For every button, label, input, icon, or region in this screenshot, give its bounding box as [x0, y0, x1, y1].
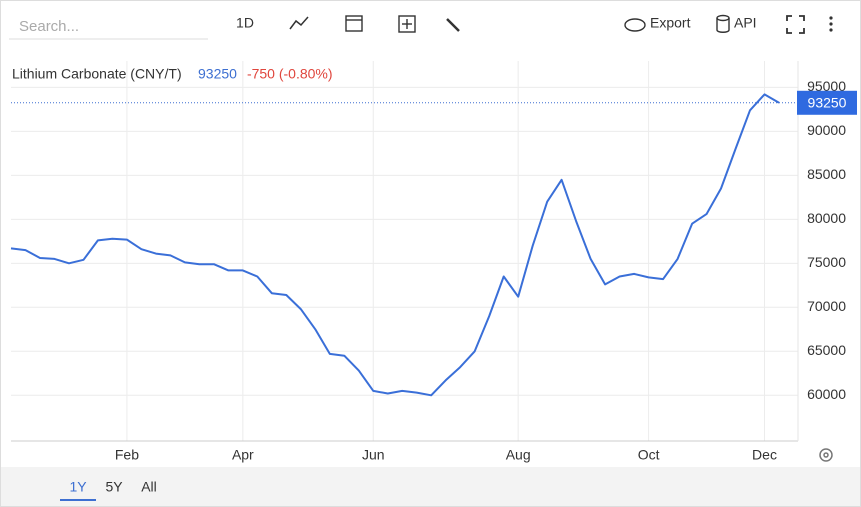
x-tick-label: Dec [752, 447, 777, 463]
export-icon[interactable] [624, 18, 646, 32]
search-input[interactable]: Search... [19, 18, 79, 35]
settings-tool-icon[interactable] [446, 18, 460, 32]
y-tick-label: 95000 [807, 78, 846, 94]
last-price: 93250 [198, 66, 237, 82]
menu-icon[interactable] [829, 16, 833, 32]
range-button[interactable]: All [141, 479, 157, 495]
y-tick-label: 60000 [807, 386, 846, 402]
x-tick-label: Jun [362, 447, 385, 463]
x-tick-label: Apr [232, 447, 254, 463]
y-tick-label: 75000 [807, 254, 846, 270]
y-tick-label: 65000 [807, 342, 846, 358]
x-tick-label: Feb [115, 447, 139, 463]
price-change: -750 (-0.80%) [247, 66, 333, 82]
y-tick-label: 70000 [807, 298, 846, 314]
export-button[interactable]: Export [650, 15, 691, 31]
line-type-icon[interactable] [289, 16, 309, 30]
grid [11, 61, 798, 441]
fullscreen-icon[interactable] [786, 15, 805, 34]
api-button[interactable]: API [734, 15, 757, 31]
calendar-icon[interactable] [345, 15, 363, 32]
api-icon[interactable] [716, 14, 730, 33]
price-tag-label: 93250 [808, 94, 847, 110]
x-tick-label: Oct [638, 447, 660, 463]
price-line [10, 93, 780, 397]
y-tick-label: 85000 [807, 166, 846, 182]
range-button[interactable]: 1Y [69, 479, 87, 495]
range-button[interactable]: 5Y [105, 479, 123, 495]
price-tag [797, 90, 857, 115]
y-tick-label: 90000 [807, 122, 846, 138]
chart-title: Lithium Carbonate (CNY/T) [12, 66, 182, 82]
add-icon[interactable] [398, 15, 416, 33]
range-bar [1, 467, 860, 506]
gear-icon[interactable] [819, 448, 833, 462]
interval-button[interactable]: 1D [236, 15, 254, 31]
y-tick-label: 80000 [807, 210, 846, 226]
x-tick-label: Aug [506, 447, 531, 463]
